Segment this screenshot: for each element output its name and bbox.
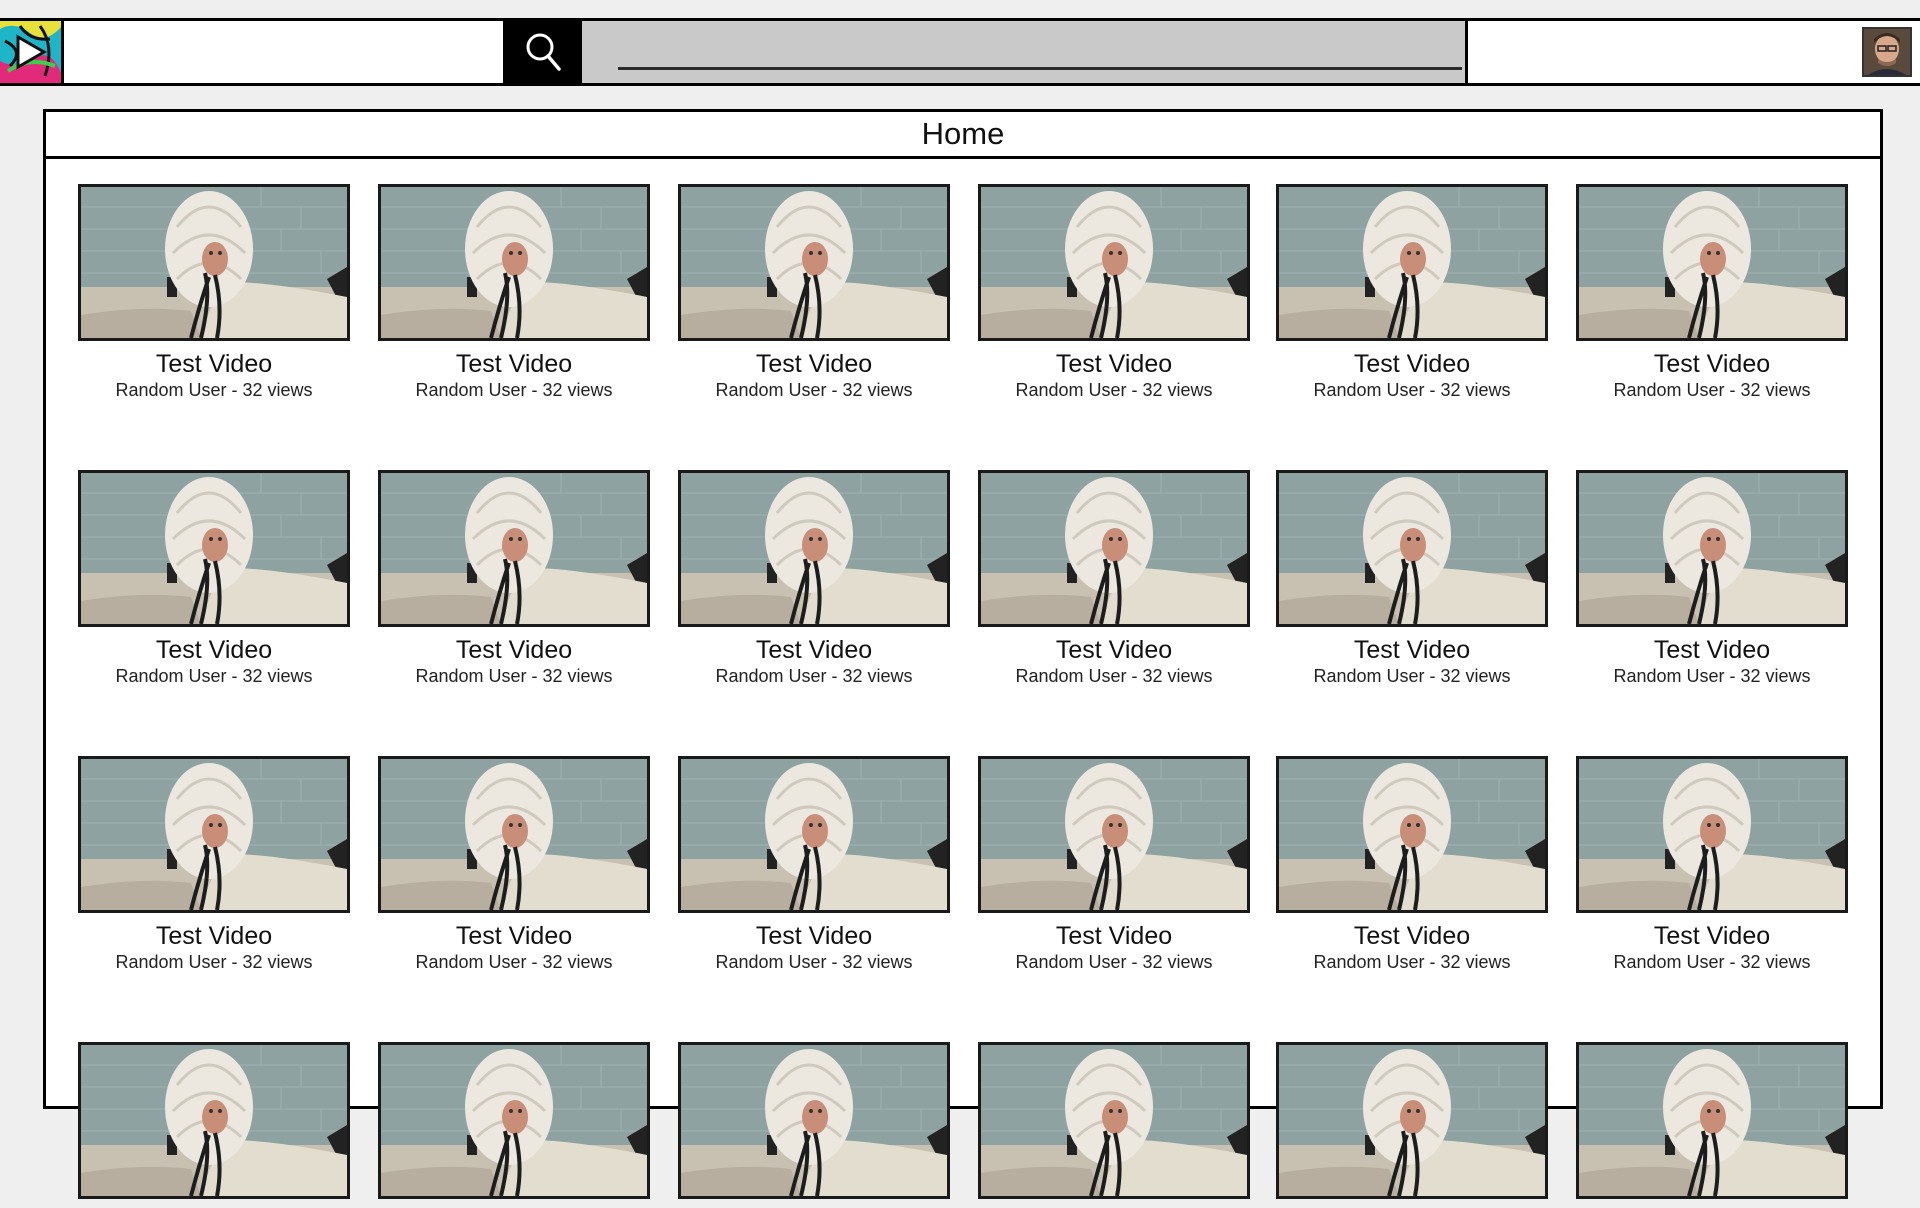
- video-card[interactable]: Test Video Random User - 32 views: [978, 756, 1250, 973]
- video-thumbnail[interactable]: [678, 184, 950, 341]
- video-meta: Random User - 32 views: [1313, 666, 1511, 686]
- video-title[interactable]: Test Video: [155, 636, 273, 664]
- video-title[interactable]: Test Video: [1353, 922, 1471, 950]
- video-thumbnail[interactable]: [78, 756, 350, 913]
- video-thumbnail[interactable]: [678, 1042, 950, 1199]
- video-card[interactable]: Test Video Random User - 32 views: [978, 470, 1250, 687]
- video-meta: Random User - 32 views: [715, 952, 913, 972]
- video-thumbnail[interactable]: [1276, 184, 1548, 341]
- video-meta: Random User - 32 views: [1313, 952, 1511, 972]
- video-meta: Random User - 32 views: [1313, 380, 1511, 400]
- video-card[interactable]: [1276, 1042, 1548, 1208]
- video-title[interactable]: Test Video: [1653, 636, 1771, 664]
- video-meta: Random User - 32 views: [715, 666, 913, 686]
- video-meta: Random User - 32 views: [1613, 666, 1811, 686]
- video-card[interactable]: Test Video Random User - 32 views: [378, 470, 650, 687]
- video-thumbnail[interactable]: [378, 756, 650, 913]
- video-thumbnail[interactable]: [978, 184, 1250, 341]
- video-thumbnail[interactable]: [1576, 756, 1848, 913]
- video-meta: Random User - 32 views: [1015, 952, 1213, 972]
- home-panel: Home Tes: [43, 109, 1883, 1199]
- video-card[interactable]: Test Video Random User - 32 views: [978, 184, 1250, 401]
- video-card[interactable]: Test Video Random User - 32 views: [678, 184, 950, 401]
- video-title[interactable]: Test Video: [455, 922, 573, 950]
- video-card[interactable]: Test Video Random User - 32 views: [78, 756, 350, 973]
- video-card[interactable]: Test Video Random User - 32 views: [378, 756, 650, 973]
- video-title[interactable]: Test Video: [1353, 636, 1471, 664]
- video-title[interactable]: Test Video: [755, 922, 873, 950]
- video-thumbnail[interactable]: [1276, 470, 1548, 627]
- video-title[interactable]: Test Video: [1055, 922, 1173, 950]
- top-bar: [0, 18, 1920, 86]
- video-meta: Random User - 32 views: [1015, 380, 1213, 400]
- page-title: Home: [46, 112, 1880, 159]
- video-card[interactable]: Test Video Random User - 32 views: [1276, 470, 1548, 687]
- video-thumbnail[interactable]: [378, 184, 650, 341]
- video-card[interactable]: Test Video Random User - 32 views: [1276, 756, 1548, 973]
- video-thumbnail[interactable]: [978, 756, 1250, 913]
- progress-area: [582, 21, 1468, 83]
- app-logo-play-icon[interactable]: [0, 21, 64, 83]
- video-card[interactable]: Test Video Random User - 32 views: [1576, 756, 1848, 973]
- video-title[interactable]: Test Video: [455, 350, 573, 378]
- video-meta: Random User - 32 views: [115, 666, 313, 686]
- video-title[interactable]: Test Video: [1055, 636, 1173, 664]
- video-meta: Random User - 32 views: [1613, 952, 1811, 972]
- video-card[interactable]: Test Video Random User - 32 views: [1576, 470, 1848, 687]
- video-meta: Random User - 32 views: [1015, 666, 1213, 686]
- video-card[interactable]: Test Video Random User - 32 views: [678, 470, 950, 687]
- video-thumbnail[interactable]: [1276, 1042, 1548, 1199]
- video-thumbnail[interactable]: [1576, 1042, 1848, 1199]
- video-meta: Random User - 32 views: [415, 666, 613, 686]
- progress-line: [618, 67, 1462, 70]
- video-thumbnail[interactable]: [78, 1042, 350, 1199]
- video-thumbnail[interactable]: [78, 184, 350, 341]
- video-card[interactable]: Test Video Random User - 32 views: [78, 470, 350, 687]
- video-card[interactable]: Test Video Random User - 32 views: [1576, 184, 1848, 401]
- video-card[interactable]: Test Video Random User - 32 views: [1276, 184, 1548, 401]
- video-card[interactable]: [1576, 1042, 1848, 1208]
- search-button[interactable]: [503, 21, 582, 83]
- video-thumbnail[interactable]: [978, 1042, 1250, 1199]
- video-card[interactable]: Test Video Random User - 32 views: [678, 756, 950, 973]
- video-card[interactable]: [378, 1042, 650, 1208]
- video-title[interactable]: Test Video: [455, 636, 573, 664]
- video-meta: Random User - 32 views: [415, 380, 613, 400]
- video-thumbnail[interactable]: [678, 756, 950, 913]
- video-thumbnail[interactable]: [78, 470, 350, 627]
- search-input[interactable]: [67, 21, 503, 83]
- search-icon: [526, 33, 561, 71]
- video-title[interactable]: Test Video: [1353, 350, 1471, 378]
- video-meta: Random User - 32 views: [415, 952, 613, 972]
- video-thumbnail[interactable]: [1576, 470, 1848, 627]
- video-thumbnail[interactable]: [1576, 184, 1848, 341]
- user-avatar[interactable]: [1862, 27, 1912, 77]
- video-meta: Random User - 32 views: [1613, 380, 1811, 400]
- video-title[interactable]: Test Video: [755, 636, 873, 664]
- video-card[interactable]: [978, 1042, 1250, 1208]
- video-meta: Random User - 32 views: [115, 952, 313, 972]
- video-meta: Random User - 32 views: [715, 380, 913, 400]
- video-title[interactable]: Test Video: [1653, 922, 1771, 950]
- video-thumbnail[interactable]: [378, 1042, 650, 1199]
- video-thumbnail[interactable]: [1276, 756, 1548, 913]
- video-thumbnail[interactable]: [978, 470, 1250, 627]
- video-title[interactable]: Test Video: [1653, 350, 1771, 378]
- video-title[interactable]: Test Video: [155, 922, 273, 950]
- video-card[interactable]: Test Video Random User - 32 views: [378, 184, 650, 401]
- video-thumbnail[interactable]: [678, 470, 950, 627]
- video-title[interactable]: Test Video: [1055, 350, 1173, 378]
- video-card[interactable]: Test Video Random User - 32 views: [78, 184, 350, 401]
- video-meta: Random User - 32 views: [115, 380, 313, 400]
- video-card[interactable]: [678, 1042, 950, 1208]
- video-title[interactable]: Test Video: [755, 350, 873, 378]
- video-card[interactable]: [78, 1042, 350, 1208]
- video-title[interactable]: Test Video: [155, 350, 273, 378]
- video-thumbnail[interactable]: [378, 470, 650, 627]
